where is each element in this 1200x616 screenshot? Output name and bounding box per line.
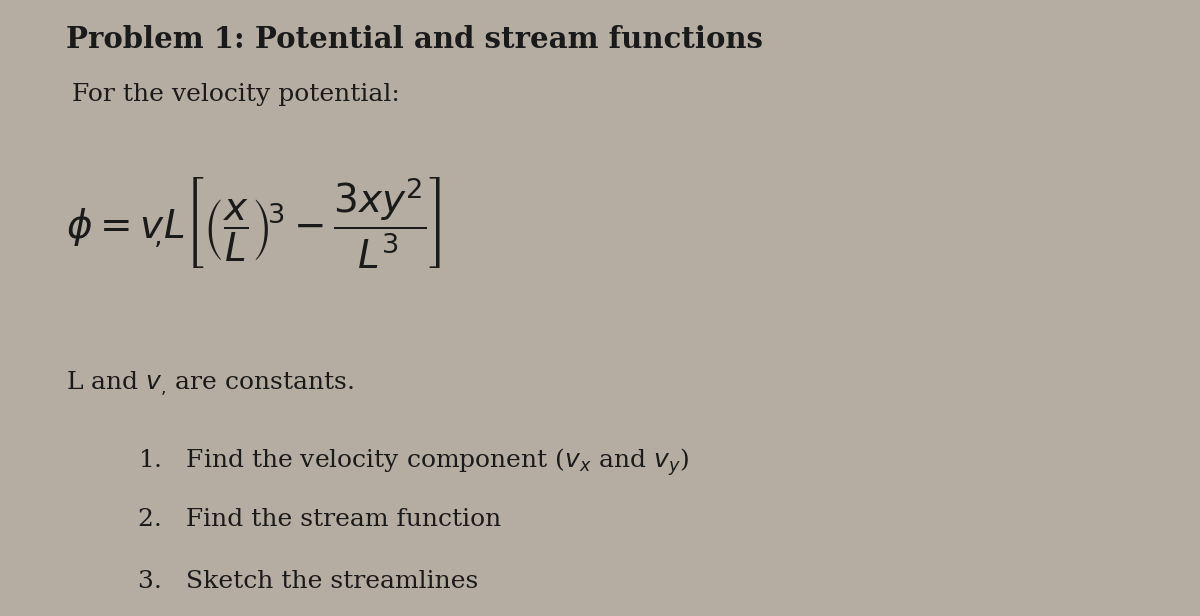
Text: Problem 1: Potential and stream functions: Problem 1: Potential and stream function… bbox=[66, 25, 763, 54]
Text: $\phi = v_{\!\!\mathit{,}}L\left[\left(\dfrac{x}{L}\right)^{\!3} - \dfrac{3xy^2}: $\phi = v_{\!\!\mathit{,}}L\left[\left(\… bbox=[66, 176, 442, 271]
Text: L and $v_{,}$ are constants.: L and $v_{,}$ are constants. bbox=[66, 370, 354, 398]
Text: 3.   Sketch the streamlines: 3. Sketch the streamlines bbox=[138, 570, 479, 593]
Text: 1.   Find the velocity component ($v_x$ and $v_y$): 1. Find the velocity component ($v_x$ an… bbox=[138, 447, 689, 478]
Text: For the velocity potential:: For the velocity potential: bbox=[72, 83, 400, 106]
Text: 2.   Find the stream function: 2. Find the stream function bbox=[138, 508, 502, 531]
